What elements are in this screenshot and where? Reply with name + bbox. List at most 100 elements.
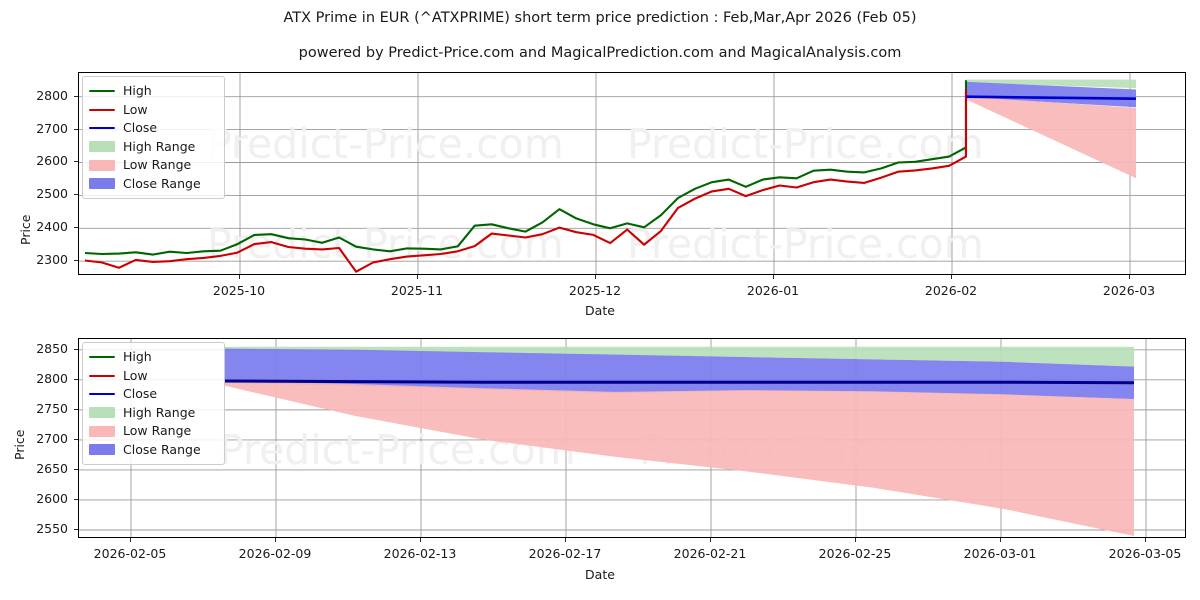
legend-line-swatch — [89, 352, 115, 363]
overview-y-tick-label: 2600 — [36, 153, 68, 169]
overview-y-tick-label: 2500 — [36, 186, 68, 202]
detail-y-tick-label: 2850 — [36, 340, 68, 356]
watermark-text: Predict-Price.com — [627, 120, 984, 168]
legend-patch-swatch — [89, 407, 115, 419]
legend-patch-swatch — [89, 141, 115, 153]
overview-x-tick-label: 2026-01 — [746, 283, 800, 298]
detail-x-axis-label: Date — [585, 567, 615, 582]
legend-line-swatch — [89, 104, 115, 115]
legend-item-label: Low Range — [123, 157, 192, 172]
overview-legend-item: Close Range — [89, 175, 217, 194]
y-tickmark — [74, 161, 78, 163]
detail-y-tick-label: 2800 — [36, 370, 68, 386]
y-tickmark — [74, 260, 78, 262]
overview-legend-item: Low — [89, 101, 217, 120]
x-tickmark — [855, 538, 856, 542]
y-tickmark — [74, 498, 78, 500]
overview-x-tick-label: 2025-10 — [212, 283, 266, 298]
overview-close-line — [965, 95, 1137, 100]
y-tickmark — [74, 95, 78, 97]
detail-legend-item: High — [89, 348, 217, 367]
detail-y-tick-label: 2700 — [36, 430, 68, 446]
overview-x-tick-label: 2025-11 — [390, 283, 444, 298]
overview-x-tick-label: 2025-12 — [568, 283, 622, 298]
swatch-fill — [89, 374, 115, 377]
forecast-band-high-range — [966, 79, 1136, 89]
x-tickmark — [951, 275, 952, 279]
swatch-fill — [89, 90, 115, 93]
legend-line-swatch — [89, 123, 115, 134]
overview-y-tick-label: 2700 — [36, 120, 68, 136]
x-tickmark — [1145, 538, 1146, 542]
y-tickmark — [74, 408, 78, 410]
y-tickmark — [74, 468, 78, 470]
swatch-fill — [89, 178, 115, 190]
detail-chart-panel: Price Predict-Price.comPredict-Price.com… — [0, 325, 1200, 600]
detail-x-tick-label: 2026-02-25 — [818, 546, 892, 561]
overview-legend-item: High — [89, 82, 217, 101]
swatch-fill — [89, 444, 115, 456]
overview-x-tick-label: 2026-03 — [1102, 283, 1156, 298]
watermark-text: Predict-Price.com — [627, 220, 984, 268]
forecast-band-low-range — [966, 96, 1136, 179]
detail-band-close-range — [225, 348, 1134, 400]
overview-legend-item: Low Range — [89, 156, 217, 175]
detail-legend-item: Low Range — [89, 422, 217, 441]
overview-x-axis-label: Date — [585, 303, 615, 318]
overview-high-line — [84, 80, 968, 256]
overview-legend-item: Close — [89, 119, 217, 138]
page-title: ATX Prime in EUR (^ATXPRIME) short term … — [283, 10, 917, 26]
legend-patch-swatch — [89, 178, 115, 190]
overview-chart-panel: Price Predict-Price.com Predict-Price.com… — [0, 60, 1200, 318]
x-tickmark — [130, 538, 131, 542]
legend-patch-swatch — [89, 425, 115, 437]
detail-legend-item: Close Range — [89, 441, 217, 460]
overview-plot-area: Predict-Price.com Predict-Price.com Predic… — [78, 72, 1186, 275]
swatch-fill — [89, 127, 115, 130]
swatch-fill — [89, 159, 115, 171]
y-tickmark — [74, 128, 78, 130]
y-tickmark — [74, 438, 78, 440]
detail-x-tick-label: 2026-03-01 — [963, 546, 1037, 561]
x-tickmark — [710, 538, 711, 542]
swatch-fill — [89, 141, 115, 153]
x-tickmark — [1129, 275, 1130, 279]
swatch-fill — [89, 407, 115, 419]
x-tickmark — [417, 275, 418, 279]
legend-item-label: High Range — [123, 404, 196, 420]
y-tickmark — [74, 528, 78, 530]
legend-item-label: Low Range — [123, 423, 192, 438]
x-tickmark — [1000, 538, 1001, 542]
legend-item-label: High — [123, 349, 152, 364]
y-tickmark — [74, 227, 78, 229]
detail-x-tick-label: 2026-02-05 — [93, 546, 167, 561]
swatch-fill — [89, 425, 115, 437]
detail-close-line — [224, 379, 1135, 385]
y-tickmark — [74, 348, 78, 350]
legend-item-label: High Range — [123, 138, 196, 154]
legend-item-label: Low — [123, 367, 148, 383]
legend-item-label: Close Range — [123, 175, 201, 191]
detail-y-tick-label: 2600 — [36, 490, 68, 506]
x-tickmark — [595, 275, 596, 279]
y-tickmark — [74, 194, 78, 196]
x-tickmark — [275, 538, 276, 542]
overview-y-tick-label: 2800 — [36, 87, 68, 103]
x-tickmark — [773, 275, 774, 279]
legend-item-label: Close — [123, 120, 158, 135]
overview-x-tick-label: 2026-02 — [924, 283, 978, 298]
legend-item-label: Close Range — [123, 441, 201, 457]
x-tickmark — [565, 538, 566, 542]
legend-item-label: High — [123, 83, 152, 98]
overview-legend: High Low Close High Range Low Range Close Ran… — [82, 76, 225, 199]
swatch-fill — [89, 356, 115, 359]
legend-item-label: Low — [123, 101, 148, 117]
detail-x-tick-label: 2026-03-05 — [1108, 546, 1182, 561]
overview-legend-item: High Range — [89, 138, 217, 157]
detail-y-tick-label: 2550 — [36, 520, 68, 536]
detail-legend-item: Close — [89, 385, 217, 404]
overview-y-tick-label: 2400 — [36, 219, 68, 235]
y-tickmark — [74, 378, 78, 380]
detail-x-tick-label: 2026-02-17 — [528, 546, 602, 561]
